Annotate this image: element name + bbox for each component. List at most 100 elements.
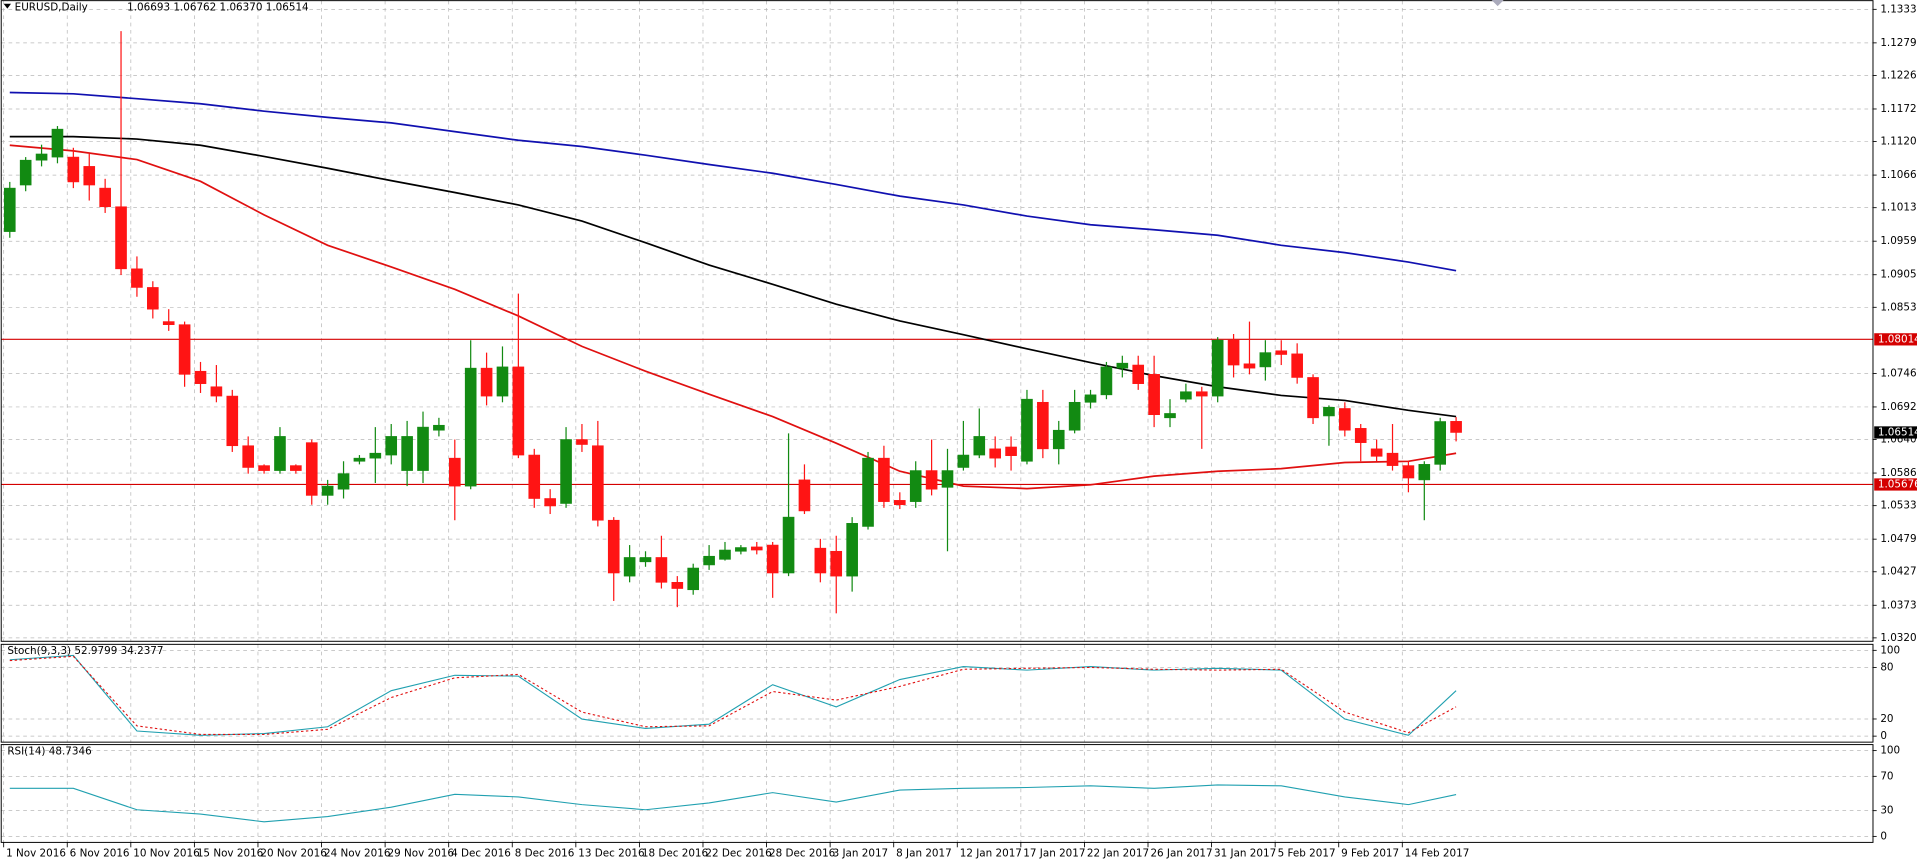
level-label-bg <box>1874 333 1917 346</box>
candle-body <box>51 128 64 158</box>
candle-body <box>1068 401 1081 431</box>
y-tick-label: 70 <box>1880 770 1893 782</box>
candle-body <box>194 370 207 384</box>
candle-body <box>814 547 827 574</box>
candle-body <box>337 473 350 490</box>
candle-body <box>496 366 509 397</box>
candle-body <box>115 206 127 270</box>
y-tick-label: 1.12790 <box>1880 37 1917 49</box>
moving-average-line <box>9 144 1457 490</box>
candle-body <box>671 582 684 589</box>
candle-body <box>941 470 954 488</box>
candle-body <box>846 523 858 577</box>
y-tick-label: 1.06925 <box>1880 401 1917 413</box>
y-tick-label: 100 <box>1880 644 1900 656</box>
candle-body <box>719 549 731 560</box>
candle-body <box>1180 391 1192 400</box>
candle-body <box>925 470 938 490</box>
indicator-line <box>9 655 1457 735</box>
candle-body <box>369 452 382 459</box>
x-tick-label: 24 Nov 2016 <box>324 847 390 859</box>
indicator-line <box>9 654 1457 736</box>
candle-body <box>878 457 890 502</box>
y-tick-label: 30 <box>1880 805 1893 817</box>
ohlc-label: 1.06693 1.06762 1.06370 1.06514 <box>127 1 309 13</box>
panel-title: RSI(14) 48.7346 <box>7 745 91 757</box>
candle-body <box>290 465 302 471</box>
level-label: 1.08014 <box>1878 333 1917 345</box>
y-tick-label: 80 <box>1880 662 1893 674</box>
grid-layer <box>1 0 1877 848</box>
y-tick-label: 1.11200 <box>1880 136 1917 148</box>
y-tick-label: 1.09055 <box>1880 269 1917 281</box>
x-tick-label: 15 Nov 2016 <box>197 847 263 859</box>
candle-body <box>592 445 604 521</box>
candle-body <box>528 454 541 499</box>
candle-body <box>1243 363 1256 369</box>
y-tick-label: 1.10660 <box>1880 169 1917 181</box>
moving-average-line <box>9 91 1457 272</box>
y-tick-label: 1.05335 <box>1880 500 1917 512</box>
candle-body <box>1434 421 1447 465</box>
marks-layer <box>1 31 1873 823</box>
candle-body <box>1275 350 1288 355</box>
x-tick-label: 8 Jan 2017 <box>896 847 952 859</box>
candle-body <box>862 457 874 527</box>
candle-body <box>210 386 223 397</box>
candle-body <box>1195 391 1208 397</box>
candle-body <box>687 567 700 591</box>
x-tick-label: 6 Nov 2016 <box>70 847 130 859</box>
candle-body <box>1323 406 1335 417</box>
x-tick-label: 31 Jan 2017 <box>1214 847 1276 859</box>
stoch-frame <box>0 643 1874 743</box>
candle-body <box>226 395 239 447</box>
x-tick-label: 28 Dec 2016 <box>769 847 835 859</box>
moving-average-line <box>9 135 1457 418</box>
candle-body <box>480 367 493 397</box>
candle-body <box>798 479 811 512</box>
candle-body <box>544 498 556 507</box>
candle-body <box>321 485 334 496</box>
candle-body <box>1005 446 1017 456</box>
candle-body <box>162 321 175 325</box>
candle-body <box>417 426 429 471</box>
candle-body <box>1370 448 1383 457</box>
candle-body <box>131 268 143 288</box>
y-tick-label: 1.09595 <box>1880 235 1917 247</box>
y-tick-label: 1.05860 <box>1880 467 1917 479</box>
candle-body <box>433 424 445 431</box>
candle-body <box>1227 339 1240 366</box>
y-tick-label: 100 <box>1880 745 1900 757</box>
x-tick-label: 14 Feb 2017 <box>1405 847 1470 859</box>
x-tick-label: 22 Dec 2016 <box>705 847 771 859</box>
candle-body <box>1354 428 1367 443</box>
candle-body <box>989 448 1001 459</box>
x-tick-label: 18 Dec 2016 <box>642 847 708 859</box>
candle-body <box>385 436 398 456</box>
scroll-marker <box>1491 0 1504 7</box>
candle-body <box>909 470 922 502</box>
current-price-label: 1.06514 <box>1878 426 1917 438</box>
y-tick-label: 1.10135 <box>1880 202 1917 214</box>
candle-body <box>703 555 715 566</box>
level-label: 1.05676 <box>1878 478 1917 490</box>
candle-body <box>560 439 572 504</box>
candle-body <box>178 324 191 375</box>
candle-body <box>3 187 16 232</box>
candle-body <box>353 457 366 462</box>
panel-title: EURUSD,Daily <box>15 1 88 13</box>
candle-body <box>512 366 525 456</box>
x-tick-label: 10 Nov 2016 <box>133 847 199 859</box>
candle-body <box>448 457 461 487</box>
candle-body <box>83 166 96 186</box>
candle-body <box>639 557 652 563</box>
x-tick-label: 20 Nov 2016 <box>260 847 326 859</box>
candle-body <box>242 445 254 468</box>
x-tick-label: 12 Jan 2017 <box>960 847 1022 859</box>
rsi-frame <box>0 744 1874 843</box>
y-tick-label: 20 <box>1880 713 1893 725</box>
x-tick-label: 4 Dec 2016 <box>451 847 511 859</box>
x-tick-label: 5 Feb 2017 <box>1278 847 1336 859</box>
